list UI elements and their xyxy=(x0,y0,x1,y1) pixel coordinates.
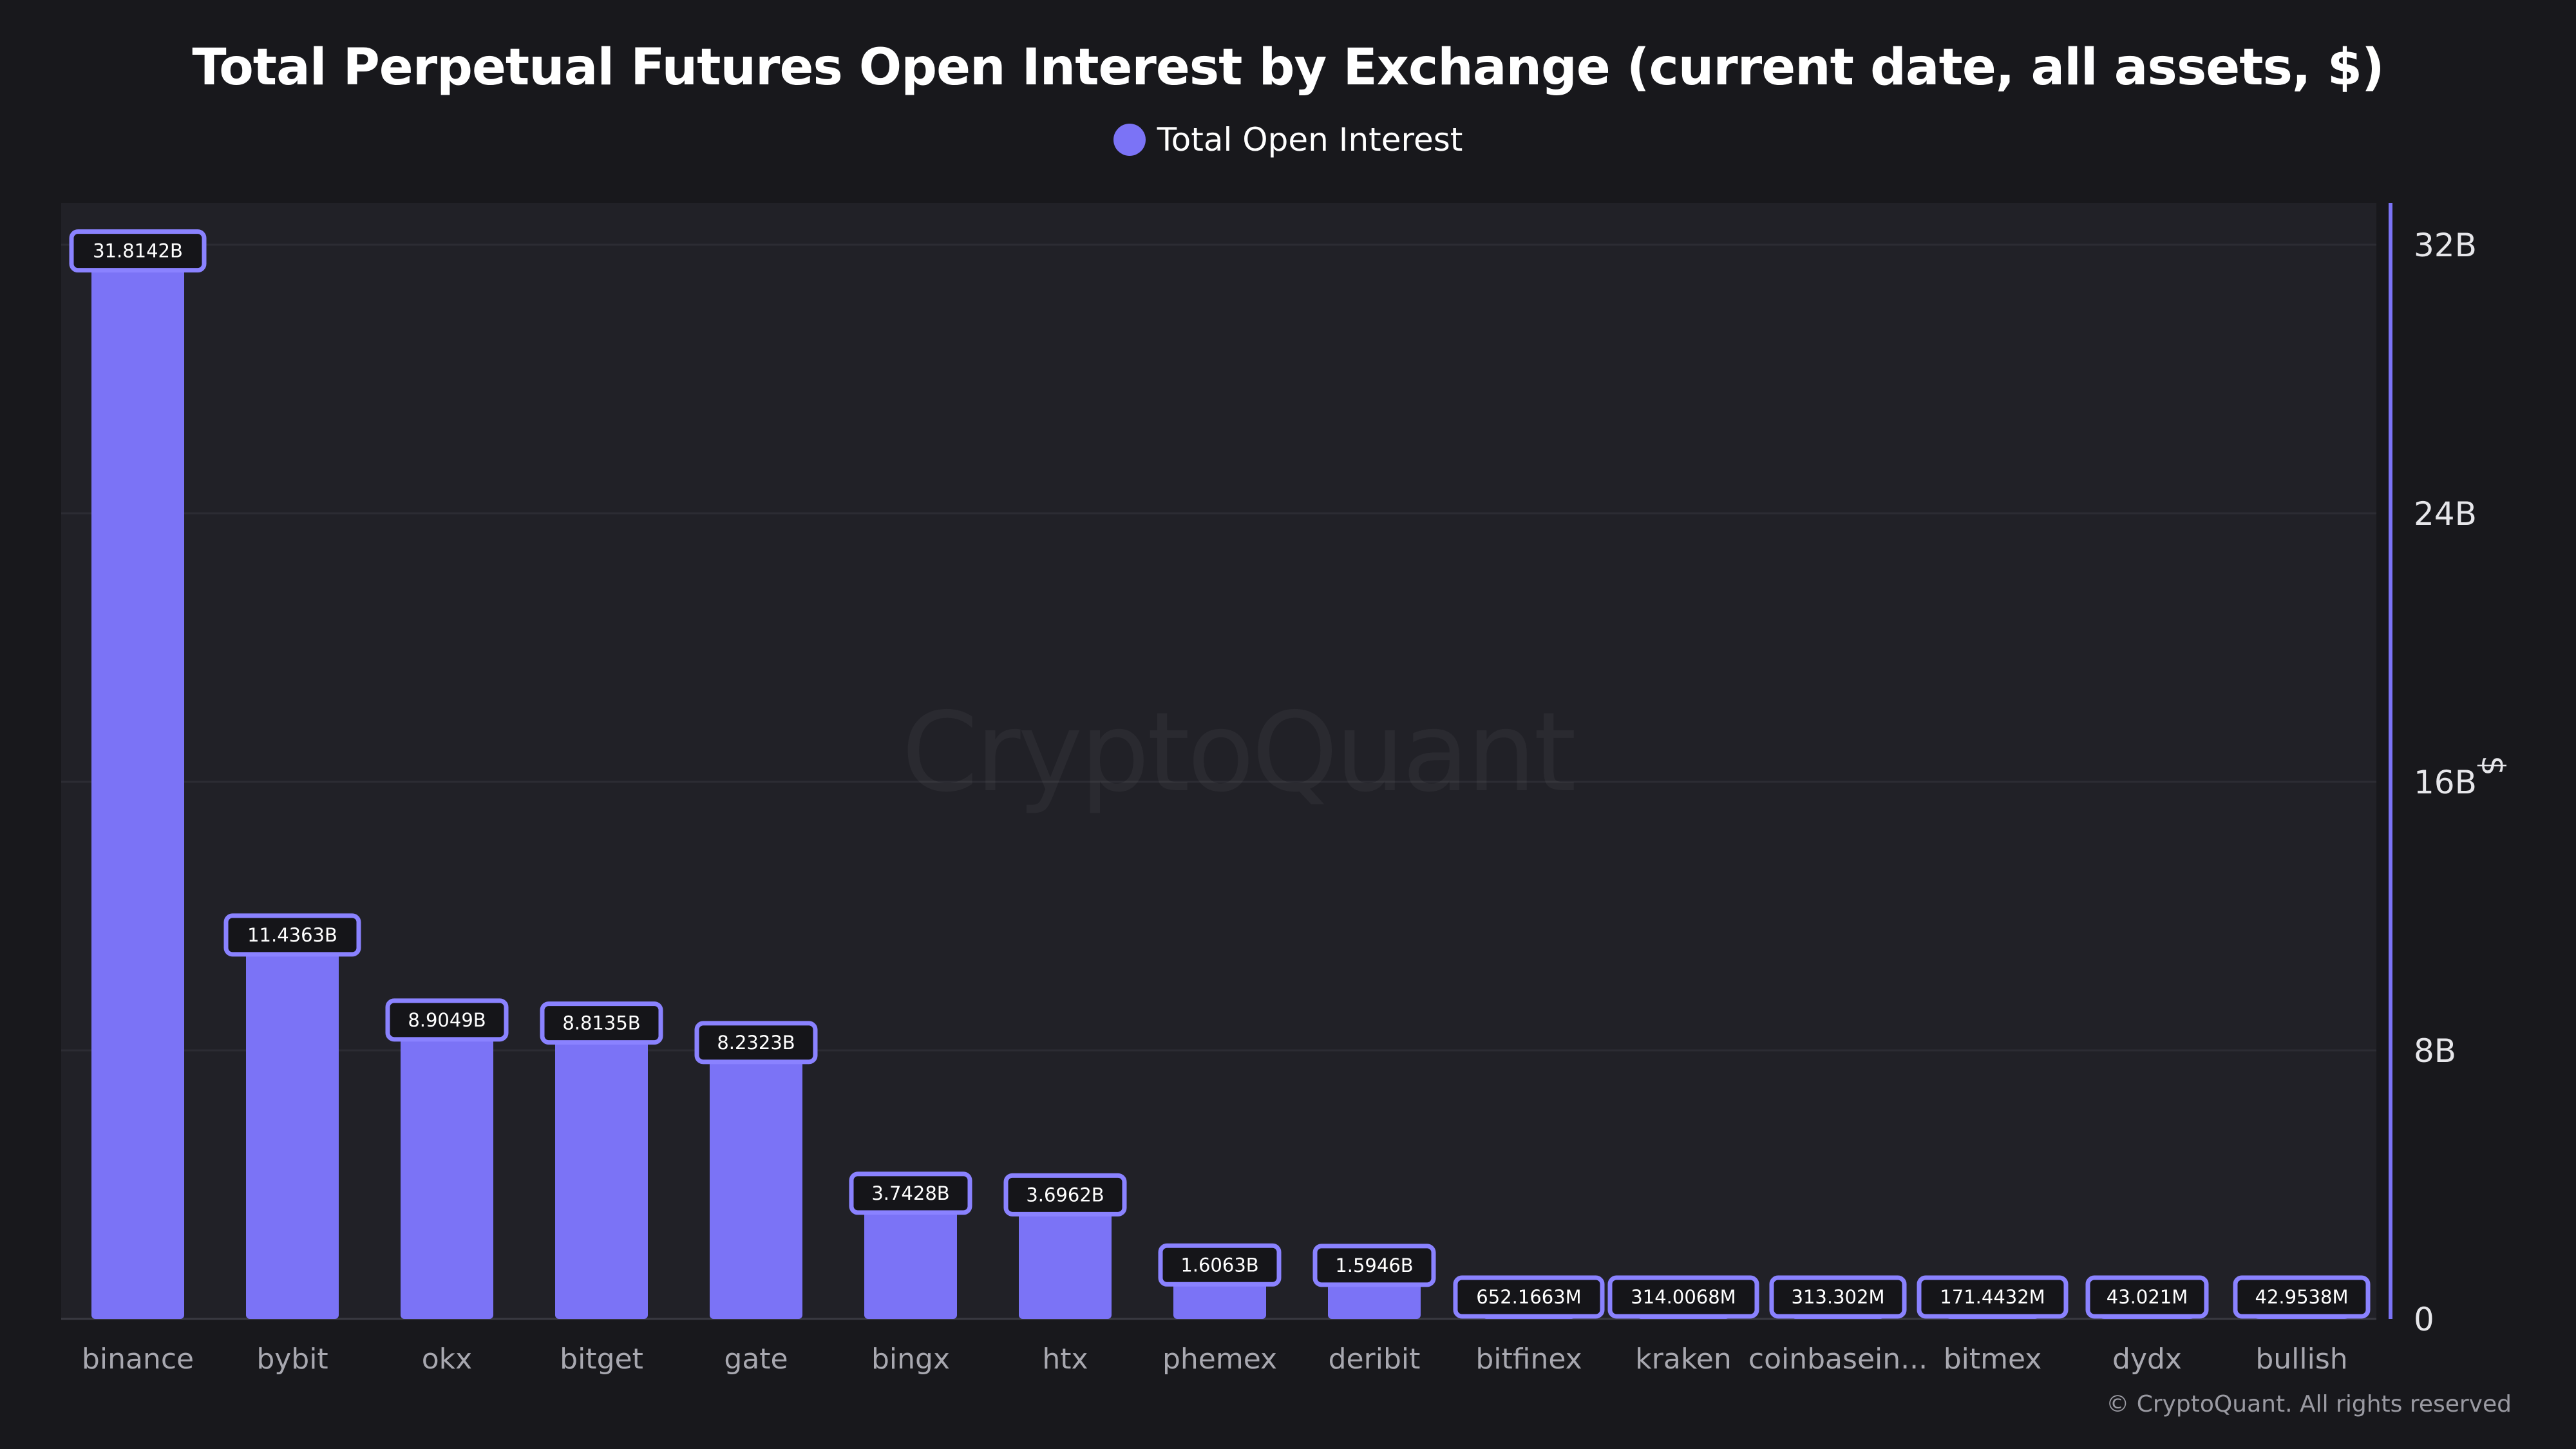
legend-label[interactable]: Total Open Interest xyxy=(1157,121,1463,158)
data-label-box xyxy=(1312,1244,1436,1287)
x-tick-label: coinbasein... xyxy=(1748,1343,1927,1376)
chart-title: Total Perpetual Futures Open Interest by… xyxy=(192,39,2384,97)
data-label-box xyxy=(2085,1275,2209,1319)
x-tick-label: gate xyxy=(724,1343,788,1376)
bar[interactable] xyxy=(246,934,339,1319)
x-tick-label: dydx xyxy=(2112,1343,2182,1376)
data-label: 3.7428B xyxy=(871,1182,949,1204)
x-tick-label: binance xyxy=(82,1343,194,1376)
data-label: 42.9538M xyxy=(2255,1286,2349,1308)
bar[interactable] xyxy=(864,1193,957,1319)
data-label-box xyxy=(69,229,207,273)
bar[interactable] xyxy=(91,251,184,1319)
data-label-box xyxy=(1003,1173,1127,1217)
x-tick-label: bullish xyxy=(2255,1343,2347,1376)
data-label-box xyxy=(1769,1275,1907,1319)
data-label: 313.302M xyxy=(1792,1286,1885,1308)
watermark: CryptoQuant xyxy=(902,689,1577,817)
x-tick-label: htx xyxy=(1042,1343,1088,1376)
data-label-box xyxy=(694,1021,818,1065)
data-label-box xyxy=(849,1171,972,1215)
data-label: 11.4363B xyxy=(247,924,337,946)
x-tick-label: okx xyxy=(422,1343,472,1376)
data-label: 31.8142B xyxy=(93,240,183,262)
data-label: 652.1663M xyxy=(1476,1286,1581,1308)
data-label: 8.9049B xyxy=(408,1009,486,1031)
data-label-box xyxy=(223,913,361,957)
chart-legend: Total Open Interest xyxy=(0,121,2576,158)
data-label-box xyxy=(1158,1243,1282,1287)
bar[interactable] xyxy=(1019,1195,1112,1319)
data-label: 171.4432M xyxy=(1940,1286,2045,1308)
x-tick-label: kraken xyxy=(1635,1343,1731,1376)
x-tick-label: bingx xyxy=(871,1343,950,1376)
x-tick-label: bitfinex xyxy=(1475,1343,1582,1376)
legend-circle-icon xyxy=(1113,124,1146,156)
bar[interactable] xyxy=(710,1042,802,1319)
data-label: 1.6063B xyxy=(1180,1254,1258,1276)
x-tick-label: deribit xyxy=(1329,1343,1421,1376)
y-tick-label: 0 xyxy=(2414,1301,2434,1338)
data-label: 3.6962B xyxy=(1026,1184,1104,1206)
data-label-box xyxy=(1917,1275,2069,1319)
data-label: 8.8135B xyxy=(562,1012,640,1034)
y-tick-label: 8B xyxy=(2414,1032,2456,1070)
data-label-box xyxy=(1607,1275,1759,1319)
y-tick-label: 16B xyxy=(2414,764,2477,801)
bar[interactable] xyxy=(401,1019,493,1319)
bar[interactable] xyxy=(555,1023,648,1319)
x-tick-label: bybit xyxy=(256,1343,328,1376)
copyright-text: © CryptoQuant. All rights reserved xyxy=(2106,1391,2512,1417)
data-label: 314.0068M xyxy=(1631,1286,1736,1308)
x-tick-label: phemex xyxy=(1162,1343,1277,1376)
data-label: 1.5946B xyxy=(1335,1255,1413,1276)
data-label-box xyxy=(2233,1275,2371,1319)
y-tick-label: 32B xyxy=(2414,227,2477,264)
y-axis-label: $ xyxy=(2474,755,2512,776)
data-label: 43.021M xyxy=(2107,1286,2188,1308)
x-tick-label: bitget xyxy=(560,1343,643,1376)
y-tick-label: 24B xyxy=(2414,495,2477,533)
data-label-box xyxy=(540,1001,663,1045)
data-label-box xyxy=(1453,1275,1605,1319)
x-tick-label: bitmex xyxy=(1944,1343,2042,1376)
data-label-box xyxy=(385,998,509,1042)
data-label: 8.2323B xyxy=(717,1032,795,1054)
